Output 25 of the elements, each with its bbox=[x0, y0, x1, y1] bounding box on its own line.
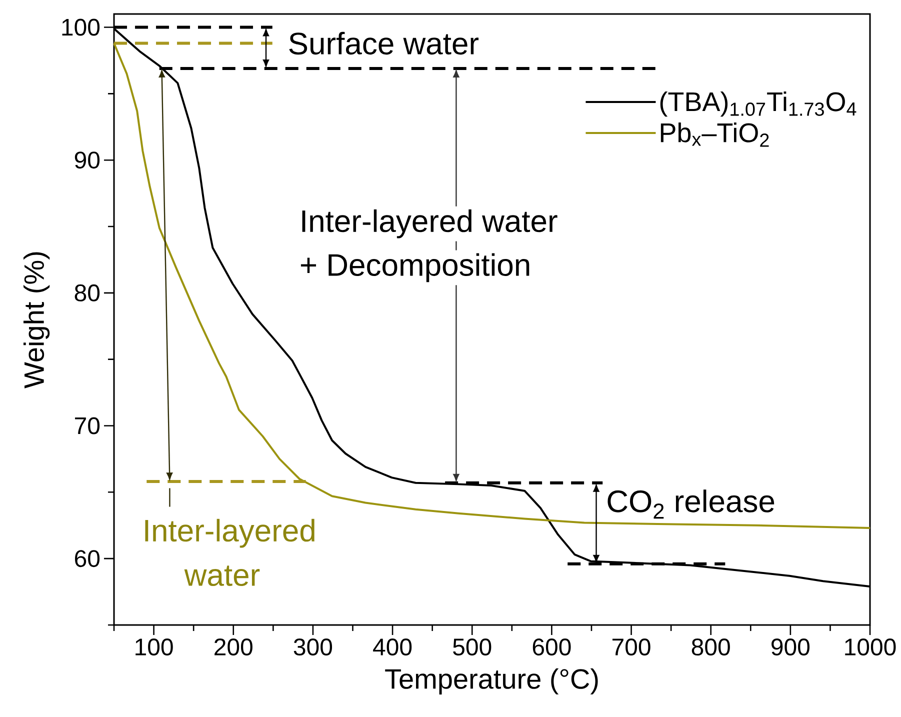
annotation: water bbox=[184, 566, 260, 586]
x-tick-label: 400 bbox=[373, 638, 412, 656]
x-tick-label: 800 bbox=[692, 638, 730, 656]
x-tick-label: 500 bbox=[453, 638, 492, 656]
y-tick-label: 80 bbox=[74, 284, 100, 302]
x-tick-label: 300 bbox=[294, 638, 332, 656]
y-tick-label: 60 bbox=[75, 550, 100, 568]
y-tick-label: 100 bbox=[62, 18, 100, 36]
y-tick-label: 90 bbox=[74, 152, 100, 169]
x-tick-label: 600 bbox=[532, 638, 571, 656]
x-tick-label: 200 bbox=[214, 638, 252, 656]
x-tick-label: 900 bbox=[772, 638, 810, 656]
x-tick-label: 700 bbox=[612, 638, 650, 656]
x-tick-label: 1000 bbox=[845, 638, 896, 656]
x-axis-title: Temperature (°C) bbox=[385, 668, 598, 694]
legend-label: (TBA)$_{1.07}$Ti$_{1.73}$O$_{4}$ bbox=[660, 91, 856, 117]
annotation: Inter-layered bbox=[145, 518, 314, 548]
y-axis-title: Weight (%) bbox=[23, 252, 50, 388]
y-tick-label: 70 bbox=[75, 417, 100, 434]
annotation: Surface water bbox=[289, 32, 479, 55]
legend-label: Pb$_{x}$–TiO$_{2}$ bbox=[660, 122, 769, 147]
annotation: Inter-layered water bbox=[302, 209, 558, 238]
annotation: CO$_{2}$ release bbox=[608, 490, 774, 519]
x-tick-label: 100 bbox=[136, 638, 173, 656]
annotation: + Decomposition bbox=[300, 253, 530, 282]
